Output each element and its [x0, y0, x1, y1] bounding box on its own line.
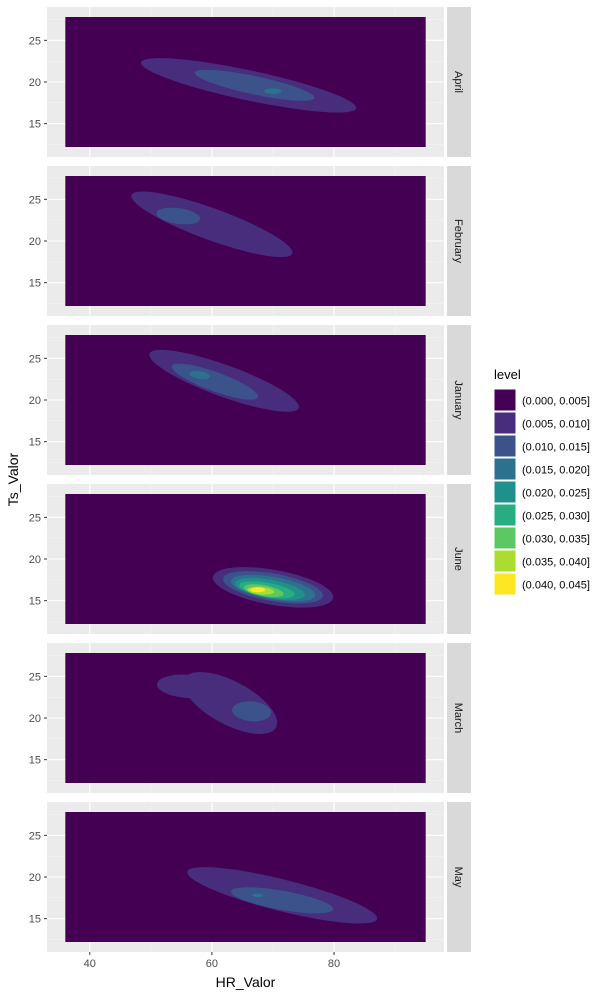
- density-contours: [131, 191, 293, 258]
- density-contour-level-3: [189, 371, 210, 379]
- density-contour-level-2: [194, 69, 315, 101]
- facet-strip: [447, 484, 471, 634]
- y-tick-label: 25: [29, 35, 41, 47]
- x-axis-title: HR_Valor: [216, 974, 276, 990]
- y-tick-label: 25: [29, 512, 41, 524]
- y-tick-label: 20: [29, 713, 41, 725]
- legend-key-label: (0.030, 0.035]: [522, 534, 590, 546]
- facet-panel-january: 15 20 25 January: [29, 325, 471, 475]
- y-tick-label: 15: [29, 119, 41, 131]
- facet-strip-label: April: [452, 71, 464, 93]
- y-tick-label: 15: [29, 914, 41, 926]
- density-contour-level-2: [156, 207, 201, 225]
- legend-key-swatch: [493, 388, 517, 412]
- y-tick-label: 25: [29, 194, 41, 206]
- facet-panel-june: 15 20 25 June: [29, 484, 471, 634]
- density-contours: [157, 672, 278, 734]
- legend-key-label: (0.040, 0.045]: [522, 580, 590, 592]
- y-tick-label: 25: [29, 671, 41, 683]
- legend-key-swatch: [493, 572, 517, 596]
- facet-panel-may: 15 20 25 May: [29, 802, 471, 952]
- y-tick-label: 15: [29, 755, 41, 767]
- legend-key-swatch: [493, 457, 517, 481]
- density-base-level: [65, 494, 426, 624]
- facet-panel-april: 15 20 25 April: [29, 7, 471, 157]
- facet-strip-label: February: [452, 219, 464, 264]
- density-contour-level-2: [232, 701, 272, 722]
- legend-key-label: (0.015, 0.020]: [522, 465, 590, 477]
- legend-key-swatch: [493, 549, 517, 573]
- y-tick-label: 15: [29, 437, 41, 449]
- density-contours: [140, 58, 357, 113]
- legend-key-label: (0.010, 0.015]: [522, 442, 590, 454]
- y-axis-title: Ts_Valor: [5, 452, 21, 506]
- x-tick-label: 80: [328, 958, 340, 970]
- density-contour-level-3: [252, 893, 264, 898]
- legend-key-label: (0.020, 0.025]: [522, 488, 590, 500]
- x-axis: 40 60 80: [84, 952, 340, 970]
- facet-strip: [447, 643, 471, 793]
- facet-strip: [447, 7, 471, 157]
- x-tick-label: 60: [206, 958, 218, 970]
- legend-key-swatch: [493, 411, 517, 435]
- y-tick-label: 20: [29, 395, 41, 407]
- density-contour-level-3: [264, 88, 282, 95]
- legend-key-swatch: [493, 503, 517, 527]
- facet-strip-label: June: [452, 547, 464, 571]
- facet-strip: [447, 802, 471, 952]
- y-tick-label: 20: [29, 77, 41, 89]
- legend-key-swatch: [493, 480, 517, 504]
- panels-layer: 152025April152025February152025January15…: [29, 7, 471, 952]
- legend-title: level: [494, 367, 521, 382]
- facet-strip-label: May: [452, 867, 464, 888]
- facet-strip: [447, 166, 471, 316]
- y-tick-label: 20: [29, 554, 41, 566]
- legend-key-label: (0.035, 0.040]: [522, 557, 590, 569]
- density-contours: [187, 867, 378, 924]
- y-tick-label: 20: [29, 236, 41, 248]
- y-tick-label: 15: [29, 278, 41, 290]
- legend-key-label: (0.000, 0.005]: [522, 396, 590, 408]
- legend-key-label: (0.025, 0.030]: [522, 511, 590, 523]
- facet-strip-label: January: [452, 380, 464, 420]
- facet-panel-february: 15 20 25 February: [29, 166, 471, 316]
- density-contours: [212, 567, 334, 608]
- y-tick-label: 15: [29, 596, 41, 608]
- y-tick-label: 25: [29, 353, 41, 365]
- facet-strip-label: March: [452, 703, 464, 734]
- legend: level (0.000, 0.005] (0.005, 0.010] (0.010…: [493, 367, 590, 596]
- x-tick-label: 40: [84, 958, 96, 970]
- y-tick-label: 20: [29, 872, 41, 884]
- legend-key-label: (0.005, 0.010]: [522, 419, 590, 431]
- density-contours: [149, 349, 299, 412]
- facet-strip: [447, 325, 471, 475]
- facet-panel-march: 15 20 25 March: [29, 643, 471, 793]
- legend-key-swatch: [493, 526, 517, 550]
- legend-key-swatch: [493, 434, 517, 458]
- y-tick-label: 25: [29, 830, 41, 842]
- density-contour-level-8: [250, 587, 266, 593]
